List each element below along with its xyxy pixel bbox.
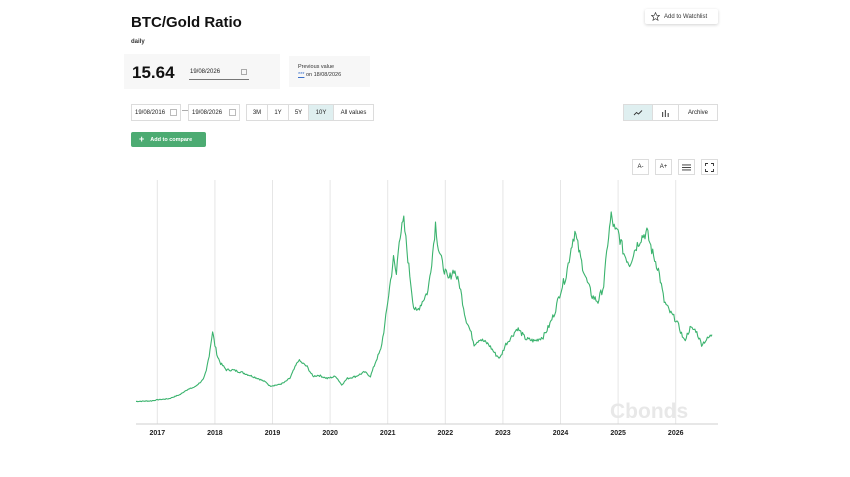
previous-value-card: Previous value *** on 18/08/2026: [289, 56, 370, 87]
chart-grid: [156, 180, 677, 424]
line-chart-icon: [633, 109, 643, 115]
frequency-label: daily: [131, 39, 145, 45]
chart-series: [135, 211, 713, 403]
add-to-compare-button[interactable]: + Add to compare: [131, 132, 206, 147]
x-tick-label: 2019: [265, 430, 281, 437]
fullscreen-button[interactable]: [701, 159, 718, 175]
period-3m-button[interactable]: 3M: [247, 105, 268, 120]
current-value: 15.64: [132, 63, 175, 82]
calendar-icon: [241, 69, 247, 75]
range-separator: —: [182, 108, 188, 114]
x-tick-label: 2023: [495, 430, 511, 437]
period-1y-button[interactable]: 1Y: [268, 105, 289, 120]
x-tick-label: 2018: [207, 430, 223, 437]
add-to-watchlist-button[interactable]: Add to Watchlist: [645, 9, 718, 24]
chart-menu-button[interactable]: [678, 159, 695, 175]
bar-chart-icon: [662, 109, 669, 117]
add-to-compare-label: Add to compare: [150, 136, 193, 143]
plus-icon: +: [139, 134, 145, 144]
range-to-input[interactable]: 19/08/2026: [188, 104, 240, 121]
range-to-text: 19/08/2026: [192, 109, 223, 116]
star-icon: [651, 12, 660, 21]
page-title: BTC/Gold Ratio: [131, 14, 242, 31]
x-tick-label: 2024: [553, 430, 569, 437]
x-tick-label: 2017: [150, 430, 166, 437]
previous-value-date: on 18/08/2026: [305, 72, 342, 78]
calendar-icon: [229, 109, 236, 116]
menu-icon: [682, 164, 691, 170]
range-from-input[interactable]: 19/08/2016: [131, 104, 181, 121]
period-5y-button[interactable]: 5Y: [289, 105, 309, 120]
bar-view-button[interactable]: [653, 105, 679, 120]
previous-value[interactable]: ***: [298, 72, 305, 78]
font-increase-button[interactable]: A+: [655, 159, 672, 175]
fullscreen-icon: [705, 162, 714, 172]
previous-value-line: *** on 18/08/2026: [298, 72, 370, 78]
x-axis-ticks: 2017 2018 2019 2020 2021 2022 2023 2024 2025 2026: [150, 430, 684, 437]
period-10y-button[interactable]: 10Y: [309, 105, 334, 120]
btc-gold-ratio-line[interactable]: [135, 211, 713, 403]
calendar-icon: [170, 109, 177, 116]
x-tick-label: 2022: [438, 430, 454, 437]
x-tick-label: 2025: [610, 430, 626, 437]
view-selector: Archive: [623, 104, 718, 121]
font-decrease-button[interactable]: A-: [632, 159, 649, 175]
previous-value-label: Previous value: [298, 64, 335, 70]
value-date-input[interactable]: 19/08/2026: [189, 67, 249, 80]
cbonds-watermark: Cbonds: [610, 400, 688, 423]
line-view-button[interactable]: [624, 105, 653, 120]
x-tick-label: 2026: [668, 430, 684, 437]
archive-button[interactable]: Archive: [687, 109, 708, 116]
watchlist-label: Add to Watchlist: [664, 13, 708, 20]
x-tick-label: 2021: [380, 430, 396, 437]
x-tick-label: 2020: [322, 430, 338, 437]
range-from-text: 19/08/2016: [135, 109, 166, 116]
period-all-values-button[interactable]: All values: [340, 109, 367, 116]
period-selector: 3M 1Y 5Y 10Y All values: [246, 104, 374, 121]
current-value-card: 15.64 19/08/2026: [124, 54, 280, 89]
value-date-text: 19/08/2026: [190, 69, 221, 75]
